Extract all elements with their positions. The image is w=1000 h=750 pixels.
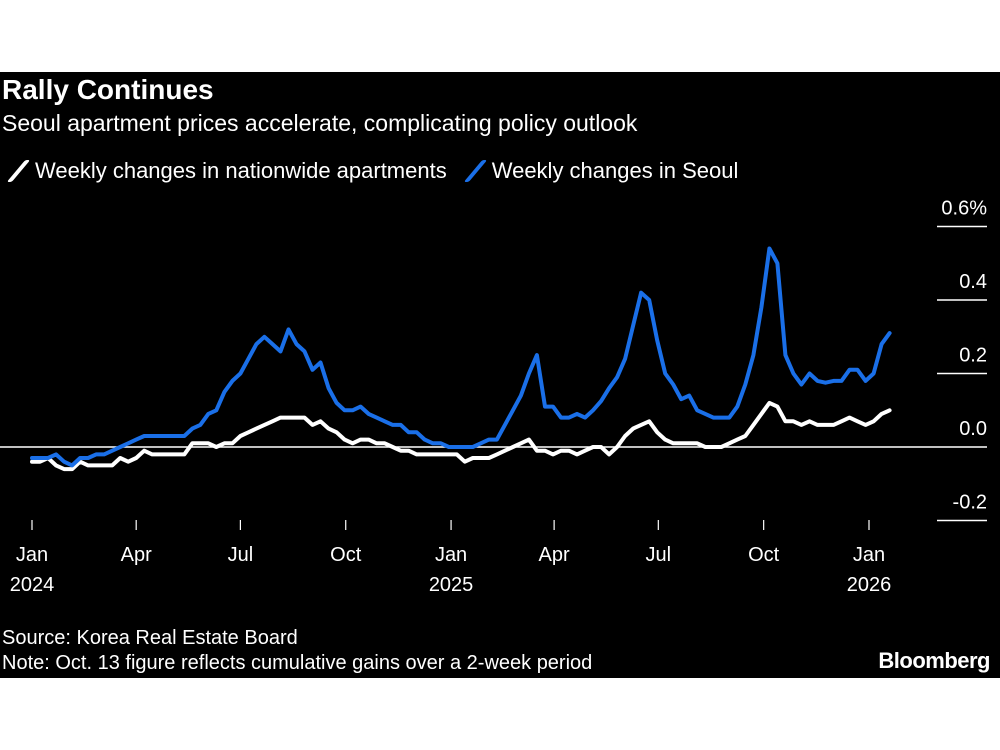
chart-subtitle: Seoul apartment prices accelerate, compl… [2, 110, 638, 136]
y-tick-label: 0.6% [941, 198, 987, 220]
x-tick-year: 2025 [429, 574, 474, 596]
legend-swatch-seoul [463, 160, 487, 182]
x-tick-label: Jul [228, 544, 254, 566]
y-tick-label: -0.2 [953, 492, 987, 514]
legend-label-seoul: Weekly changes in Seoul [491, 158, 739, 183]
line-chart: 0.6% 0.4 0.2 0.0 -0.2 Jan 2024 Apr Jul Oct Jan 202… [0, 198, 987, 596]
y-tick-label: 0.2 [959, 345, 987, 367]
legend-swatch-nationwide [6, 160, 31, 182]
x-tick-label: Jan [16, 544, 48, 566]
series-lines [30, 246, 892, 472]
x-tick-label: Jul [646, 544, 672, 566]
x-tick-year: 2024 [10, 574, 55, 596]
x-tick-label: Jan [853, 544, 885, 566]
y-tick-label: 0.0 [959, 418, 987, 440]
chart-title: Rally Continues [2, 74, 214, 105]
seoul-line [30, 246, 892, 468]
legend-item-seoul: Weekly changes in Seoul [463, 158, 739, 184]
bloomberg-logo: Bloomberg [878, 648, 990, 673]
legend-item-nationwide: Weekly changes in nationwide apartments [6, 158, 447, 184]
x-axis: Jan 2024 Apr Jul Oct Jan 2025 Apr Jul Oct Jan 2026 [10, 520, 891, 596]
y-tick-label: 0.4 [959, 271, 987, 293]
nationwide-line [30, 400, 892, 472]
x-tick-label: Oct [330, 544, 362, 566]
y-axis: 0.6% 0.4 0.2 0.0 -0.2 [937, 198, 987, 522]
footnote: Note: Oct. 13 figure reflects cumulative… [2, 652, 593, 674]
source-note: Source: Korea Real Estate Board [2, 627, 298, 649]
x-tick-label: Jan [435, 544, 467, 566]
x-tick-label: Apr [539, 544, 570, 566]
x-tick-year: 2026 [847, 574, 892, 596]
legend-label-nationwide: Weekly changes in nationwide apartments [35, 158, 447, 183]
x-tick-label: Oct [748, 544, 780, 566]
chart-panel: 0.6% 0.4 0.2 0.0 -0.2 Jan 2024 Apr Jul Oct Jan 202… [0, 72, 1000, 678]
x-tick-label: Apr [121, 544, 152, 566]
legend: Weekly changes in nationwide apartments … [6, 158, 754, 184]
